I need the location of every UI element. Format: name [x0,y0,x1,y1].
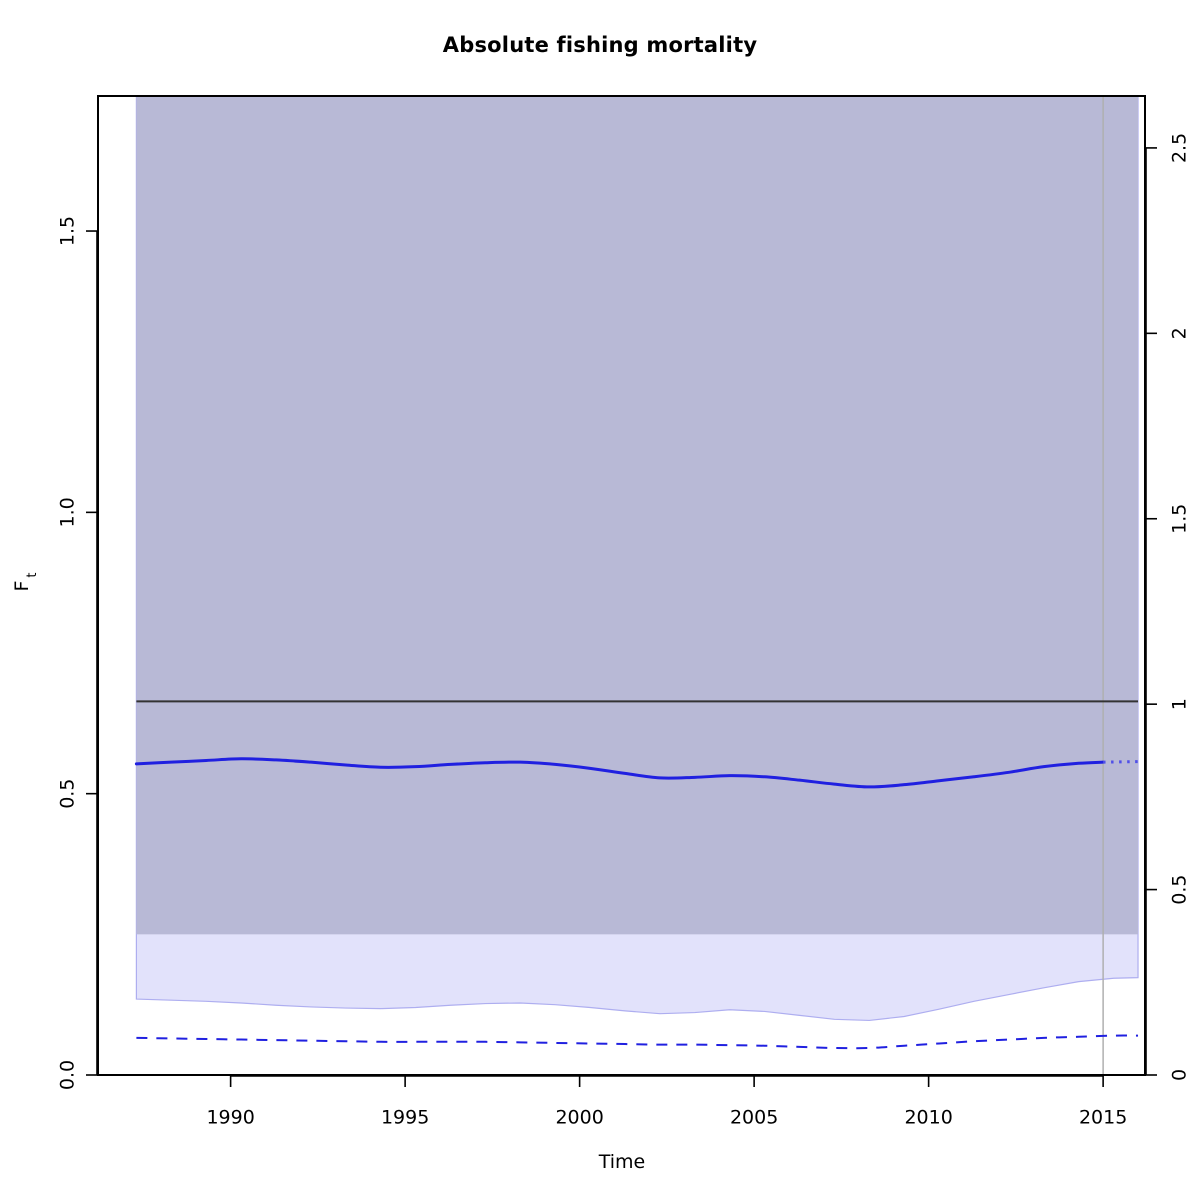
y-axis-right-tick-label: 2 [1169,327,1191,339]
y-axis-right: 0 0.5 1 1.5 2 2.5 [1145,133,1191,1081]
y-axis-left-tick-label: 0.5 [57,779,79,809]
x-axis-label: Time [598,1151,646,1173]
x-axis-tick-label: 1995 [381,1107,429,1129]
y-axis-right-tick-label: 0.5 [1169,874,1191,904]
y-axis-right-tick-label: 1 [1169,698,1191,710]
y-axis-left-tick-label: 1.5 [57,216,79,246]
y-axis-label-subscript: t [25,572,40,577]
x-axis: 1990 1995 2000 2005 2010 2015 [206,1075,1127,1129]
plot-frame [97,95,1146,1076]
x-axis-tick-label: 2015 [1079,1107,1127,1129]
x-axis-tick-label: 2000 [555,1107,603,1129]
y-axis-label: F t [11,572,40,591]
forecast-fishing-mortality-line [1103,760,1139,764]
y-axis-right-tick-label: 1.5 [1169,504,1191,534]
y-axis-left-tick-label: 1.0 [57,497,79,527]
y-axis-left-tick-label: 0.0 [57,1060,79,1090]
y-axis-right-tick-label: 0 [1169,1069,1191,1081]
reference-band [136,96,1139,935]
page-title: Absolute fishing mortality [442,33,758,57]
y-axis-left: 0.0 0.5 1.0 1.5 [57,216,98,1090]
y-axis-right-tick-label: 2.5 [1169,133,1191,163]
x-axis-tick-label: 2010 [904,1107,952,1129]
median-fishing-mortality-line [134,757,1105,789]
y-axis-label-base: F [11,581,33,592]
x-axis-tick-label: 2005 [730,1107,778,1129]
x-axis-tick-label: 1990 [206,1107,254,1129]
lower-quantile-fishing-mortality-line [136,1034,1139,1050]
